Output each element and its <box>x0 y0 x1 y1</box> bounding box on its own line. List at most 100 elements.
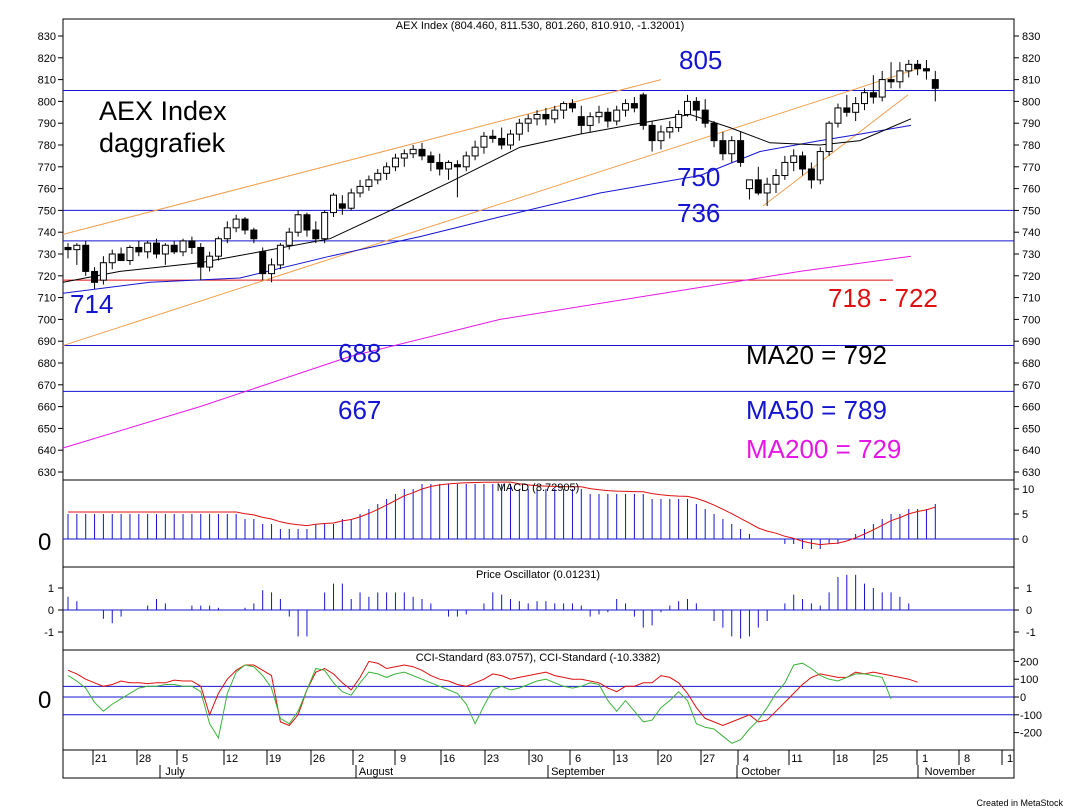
price-tick-label-left: 730 <box>38 249 56 261</box>
cci-panel-title: CCI-Standard (83.0757), CCI-Standard (-1… <box>416 652 661 664</box>
price-tick-label-left: 820 <box>38 53 56 65</box>
candle-body <box>462 155 470 168</box>
candle-body <box>498 137 506 146</box>
candle-body <box>161 244 169 255</box>
date-tick-label: 20 <box>660 753 672 765</box>
candle-body <box>657 131 665 142</box>
candle-body <box>489 135 497 139</box>
date-tick-label: 2 <box>358 753 364 765</box>
candle-body <box>330 194 337 214</box>
candle-body <box>869 92 877 98</box>
candle-body <box>179 240 187 253</box>
candle-body <box>675 113 683 129</box>
month-label: November <box>925 766 976 778</box>
candle-body <box>232 218 240 229</box>
candle-body <box>294 214 302 233</box>
price-tick-label-right: 670 <box>1022 380 1040 392</box>
candle-body <box>630 103 638 109</box>
candle-body <box>852 103 860 113</box>
candle-body <box>321 212 329 240</box>
candle-body <box>197 246 205 268</box>
price-tick-label-right: 740 <box>1022 227 1040 239</box>
channel-lower-line <box>62 68 919 347</box>
price-tick-label-left: 750 <box>38 205 56 217</box>
date-tick-label: 26 <box>313 753 325 765</box>
candle-body <box>754 179 762 194</box>
price-tick-label-right: 790 <box>1022 118 1040 130</box>
candle-body <box>356 185 364 194</box>
date-tick-label: 8 <box>964 753 970 765</box>
macd-panel-title: MACD (8.72905) <box>497 482 580 494</box>
candle-body <box>524 118 532 124</box>
macd-tick-label: 10 <box>1022 484 1034 496</box>
price-tick-label-left: 650 <box>38 423 56 435</box>
candle-body <box>834 107 842 124</box>
label-714: 714 <box>70 289 114 319</box>
price-tick-label-right: 680 <box>1022 358 1040 370</box>
date-tick-label: 23 <box>487 753 499 765</box>
macd-tick-label: 0 <box>1022 534 1028 546</box>
candle-body <box>922 68 930 72</box>
date-tick-label: 19 <box>269 753 281 765</box>
cci-panel-frame <box>62 649 1015 751</box>
price-tick-label-right: 760 <box>1022 184 1040 196</box>
candle-body <box>701 109 709 124</box>
candle-body <box>568 103 576 109</box>
candle-body <box>73 244 81 251</box>
cci-zero-label: 0 <box>38 687 51 714</box>
macd-zero-label: 0 <box>38 529 51 556</box>
candle-body <box>515 122 523 135</box>
candle-body <box>108 253 116 264</box>
price-tick-label-right: 820 <box>1022 53 1040 65</box>
candle-body <box>931 79 939 89</box>
price-tick-label-left: 670 <box>38 380 56 392</box>
candle-body <box>214 238 222 257</box>
date-tick-label: 4 <box>743 753 749 765</box>
candle-body <box>126 246 134 262</box>
macd-tick-label: 5 <box>1022 509 1028 521</box>
cci-tick-label: 0 <box>1020 692 1026 704</box>
ma20-line <box>62 113 912 283</box>
candle-body <box>684 100 691 115</box>
macd-panel-frame <box>62 479 1015 568</box>
price-tick-label-right: 810 <box>1022 75 1040 87</box>
price-tick-label-left: 680 <box>38 358 56 370</box>
candle-body <box>586 116 594 126</box>
date-tick-label: 13 <box>616 753 628 765</box>
date-tick-label: 28 <box>139 753 151 765</box>
price-tick-label-left: 810 <box>38 75 56 87</box>
candle-body <box>595 111 603 118</box>
price-panel-title: AEX Index (804.460, 811.530, 801.260, 81… <box>396 20 684 32</box>
candle-body <box>480 135 488 148</box>
osc-tick-label-left: -1 <box>44 627 54 639</box>
price-tick-label-left: 800 <box>38 96 56 108</box>
price-tick-label-left: 830 <box>38 31 56 43</box>
price-tick-label-left: 700 <box>38 314 56 326</box>
candle-body <box>241 218 249 231</box>
candle-body <box>64 246 72 251</box>
candle-body <box>861 92 868 105</box>
label-718-722: 718 - 722 <box>828 283 938 313</box>
candle-body <box>737 140 745 163</box>
price-tick-label-left: 710 <box>38 293 56 305</box>
price-tick-label-left: 690 <box>38 336 56 348</box>
candle-body <box>692 100 700 111</box>
candle-body <box>391 157 399 168</box>
label-736: 736 <box>677 198 721 228</box>
price-tick-label-right: 830 <box>1022 31 1040 43</box>
candle-body <box>436 161 444 170</box>
candle-body <box>639 94 647 126</box>
chart-heading-line-2: daggrafiek <box>99 128 226 158</box>
label-ma20: MA20 = 792 <box>746 340 887 370</box>
price-tick-label-left: 770 <box>38 162 56 174</box>
price-tick-label-right: 800 <box>1022 96 1040 108</box>
candle-body <box>268 264 276 275</box>
cci-green-line <box>67 662 892 744</box>
channel-short-line <box>762 94 909 207</box>
candle-body <box>507 133 514 146</box>
candle-body <box>542 113 550 120</box>
price-tick-label-right: 780 <box>1022 140 1040 152</box>
date-tick-label: 30 <box>531 753 543 765</box>
price-tick-label-right: 770 <box>1022 162 1040 174</box>
